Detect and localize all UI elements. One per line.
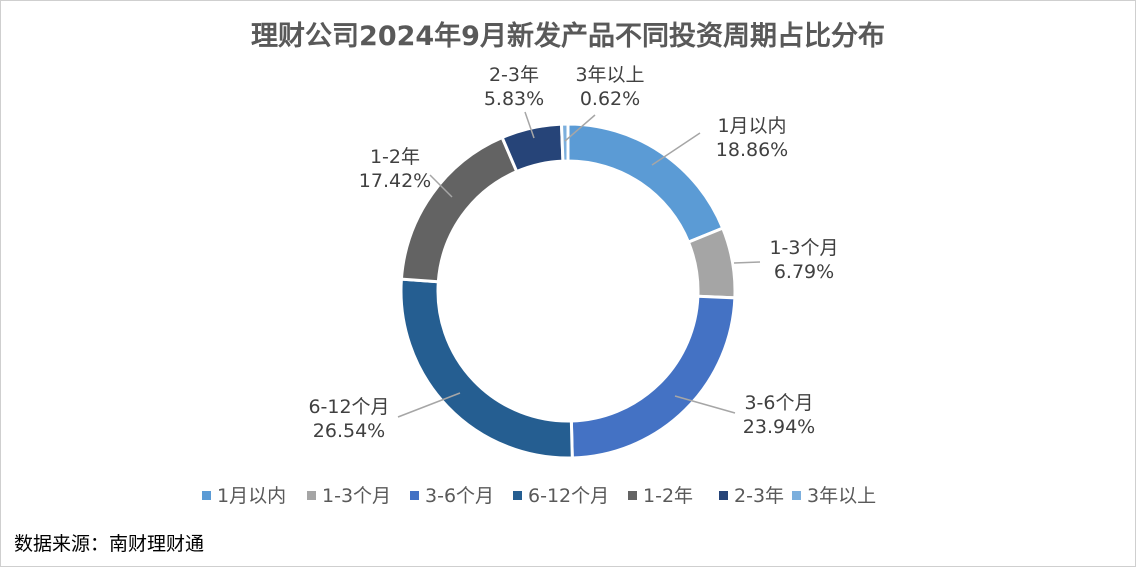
legend-swatch [307, 491, 316, 500]
data-label-category: 2-3年 [489, 64, 539, 86]
legend-swatch [202, 491, 211, 500]
data-label-value: 17.42% [359, 170, 431, 192]
leader-line-6 [524, 111, 535, 139]
legend-swatch [513, 491, 522, 500]
data-label-value: 5.83% [484, 88, 544, 110]
legend-swatch [719, 491, 728, 500]
data-label-category: 3年以上 [575, 64, 644, 86]
data-label-category: 1-2年 [370, 146, 420, 168]
slice-3 [569, 294, 737, 460]
data-label-value: 23.94% [743, 416, 815, 438]
legend-swatch [410, 491, 419, 500]
leader-line-2 [733, 261, 761, 264]
chart-title: 理财公司2024年9月新发产品不同投资周期占比分布 [251, 21, 885, 52]
data-label-category: 1月以内 [717, 115, 786, 137]
slice-7 [559, 122, 570, 163]
slice-2 [686, 226, 737, 300]
slice-4 [399, 277, 574, 460]
data-label-value: 26.54% [313, 420, 385, 442]
legend: 1月以内 1-3个月 3-6个月 6-12个月 1-2年 2-3年 3年以上 [202, 485, 876, 507]
legend-label: 1月以内 [217, 485, 286, 507]
data-label-category: 6-12个月 [308, 396, 389, 418]
leader-line-5 [429, 174, 453, 198]
leader-line-4 [397, 392, 461, 418]
legend-label: 3-6个月 [425, 485, 494, 507]
data-label-category: 1-3个月 [769, 237, 838, 259]
slice-1 [566, 122, 725, 245]
data-label-value: 0.62% [580, 88, 640, 110]
data-label-value: 6.79% [774, 261, 834, 283]
legend-label: 6-12个月 [528, 485, 609, 507]
legend-swatch [792, 491, 801, 500]
legend-label: 2-3年 [734, 485, 784, 507]
data-label-category: 3-6个月 [744, 392, 813, 414]
leader-line-3 [674, 395, 736, 414]
legend-label: 1-2年 [643, 485, 693, 507]
leader-lines [397, 111, 761, 418]
legend-label: 1-3个月 [322, 485, 391, 507]
leader-line-7 [564, 114, 596, 142]
donut-slices [399, 122, 737, 460]
source-note: 数据来源：南财理财通 [14, 533, 205, 555]
legend-label: 3年以上 [807, 485, 876, 507]
legend-swatch [628, 491, 637, 500]
data-label-value: 18.86% [716, 139, 788, 161]
leader-line-1 [651, 132, 701, 166]
